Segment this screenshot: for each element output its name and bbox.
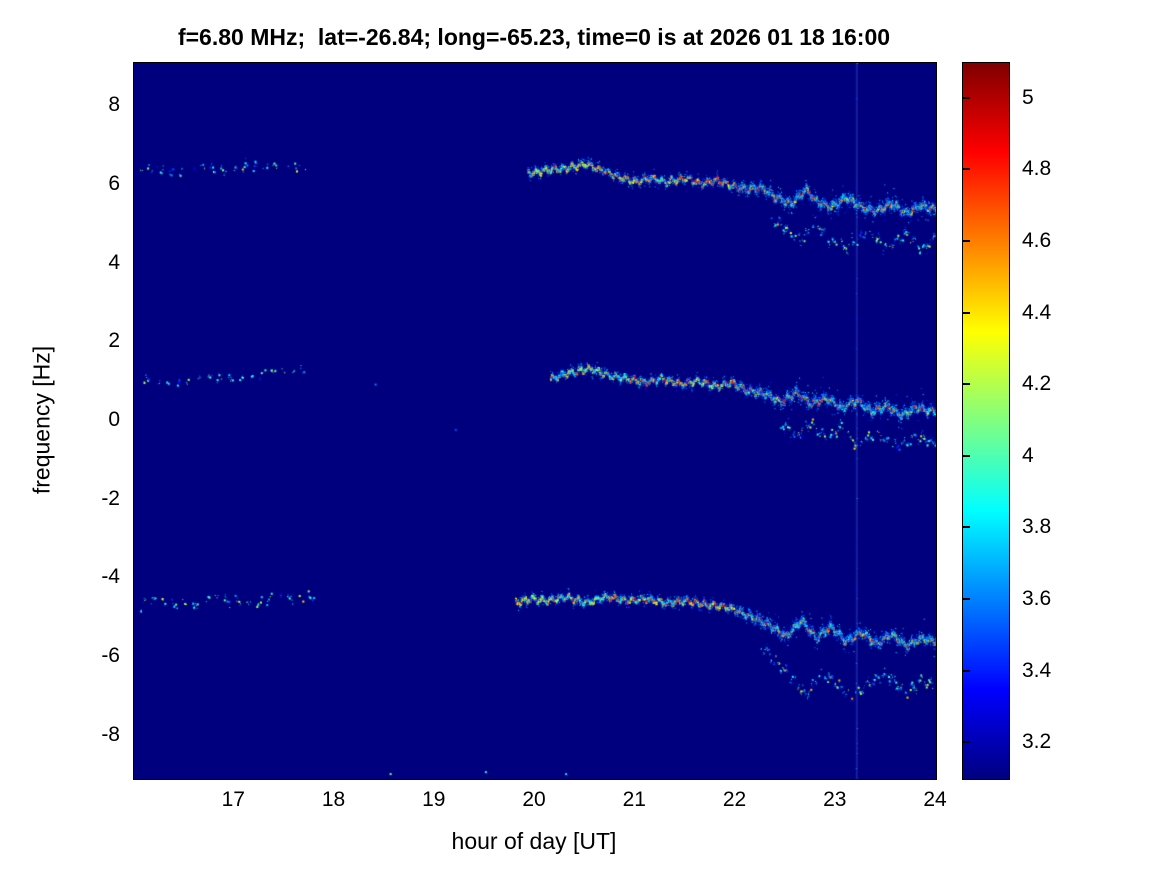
y-tick-label: -4 bbox=[101, 565, 120, 589]
y-tick-label: 0 bbox=[108, 408, 120, 431]
x-tick-label: 18 bbox=[321, 788, 346, 811]
colorbar bbox=[962, 62, 1010, 780]
y-tick-label: 2 bbox=[108, 329, 120, 353]
colorbar-tick-label: 3.4 bbox=[1022, 658, 1052, 682]
colorbar-tick-mark bbox=[963, 240, 970, 242]
colorbar-tick-label: 4 bbox=[1022, 443, 1034, 467]
colorbar-tick-label: 4.4 bbox=[1022, 300, 1052, 324]
colorbar-tick-label: 4.2 bbox=[1022, 372, 1052, 396]
colorbar-tick-label: 5 bbox=[1022, 85, 1034, 109]
y-tick-label: 6 bbox=[108, 171, 120, 195]
x-tick-label: 20 bbox=[522, 788, 546, 811]
colorbar-tick-mark bbox=[963, 669, 970, 672]
x-tick-label: 22 bbox=[722, 788, 747, 811]
colorbar-tick-mark bbox=[963, 383, 970, 386]
spectrogram-canvas bbox=[134, 63, 936, 779]
colorbar-tick-mark bbox=[963, 96, 970, 99]
colorbar-tick-mark bbox=[963, 168, 970, 171]
colorbar-tick-label: 3.6 bbox=[1022, 587, 1052, 610]
y-tick-label: 8 bbox=[108, 93, 120, 117]
colorbar-tick-mark bbox=[963, 526, 970, 529]
x-axis-label: hour of day [UT] bbox=[451, 828, 617, 854]
colorbar-tick-mark bbox=[963, 741, 970, 744]
x-tick-label: 19 bbox=[422, 788, 446, 811]
colorbar-tick-mark bbox=[963, 598, 970, 600]
y-tick-label: -6 bbox=[101, 644, 120, 668]
x-tick-label: 17 bbox=[221, 788, 245, 811]
colorbar-tick-label: 4.6 bbox=[1022, 229, 1052, 252]
y-tick-label: 4 bbox=[108, 250, 120, 274]
colorbar-tick-label: 3.2 bbox=[1022, 730, 1052, 754]
y-tick-label: -2 bbox=[101, 486, 120, 510]
x-tick-label: 24 bbox=[923, 788, 947, 811]
plot-title: f=6.80 MHz; lat=-26.84; long=-65.23, tim… bbox=[177, 24, 891, 50]
colorbar-tick-label: 3.8 bbox=[1022, 515, 1052, 539]
colorbar-tick-mark bbox=[963, 454, 970, 457]
plot-area bbox=[133, 62, 937, 780]
x-tick-label: 23 bbox=[823, 788, 847, 811]
colorbar-tick-mark bbox=[963, 311, 970, 314]
x-tick-label: 21 bbox=[622, 788, 646, 811]
y-tick-label: -8 bbox=[101, 722, 120, 746]
colorbar-tick-label: 4.8 bbox=[1022, 157, 1052, 181]
